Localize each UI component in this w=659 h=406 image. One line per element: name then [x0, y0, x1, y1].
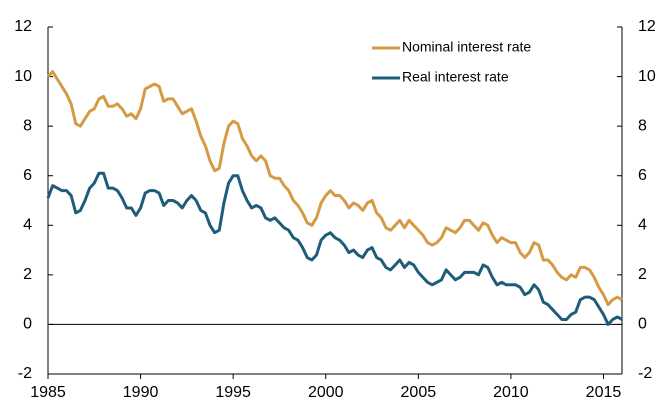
y2-tick-label: 12: [638, 18, 656, 35]
legend-label: Nominal interest rate: [402, 39, 531, 55]
y-tick-label: 4: [23, 217, 32, 234]
y-tick-label: -2: [18, 365, 32, 382]
y2-tick-label: 6: [638, 167, 647, 184]
y-tick-label: 6: [23, 167, 32, 184]
x-tick-label: 1995: [215, 384, 251, 401]
legend-label: Real interest rate: [402, 69, 509, 85]
x-tick-label: 2005: [401, 384, 437, 401]
y2-tick-label: 2: [638, 266, 647, 283]
y2-tick-label: 0: [638, 316, 647, 333]
x-tick-label: 1990: [123, 384, 159, 401]
x-tick-label: 2000: [308, 384, 344, 401]
y-tick-label: 12: [14, 18, 32, 35]
legend: Nominal interest rate Real interest rate: [372, 39, 531, 85]
y2-tick-label: 4: [638, 217, 647, 234]
y2-tick-label: 10: [638, 68, 656, 85]
y-tick-label: 0: [23, 316, 32, 333]
x-tick-label: 2010: [493, 384, 529, 401]
y2-tick-label: -2: [638, 365, 652, 382]
y-tick-label: 2: [23, 266, 32, 283]
x-tick-label: 2015: [586, 384, 622, 401]
y-tick-label: 10: [14, 68, 32, 85]
x-tick-label: 1985: [30, 384, 66, 401]
series-line: [46, 171, 623, 326]
y-tick-label: 8: [23, 117, 32, 134]
y2-tick-label: 8: [638, 117, 647, 134]
series-line: [46, 70, 623, 307]
